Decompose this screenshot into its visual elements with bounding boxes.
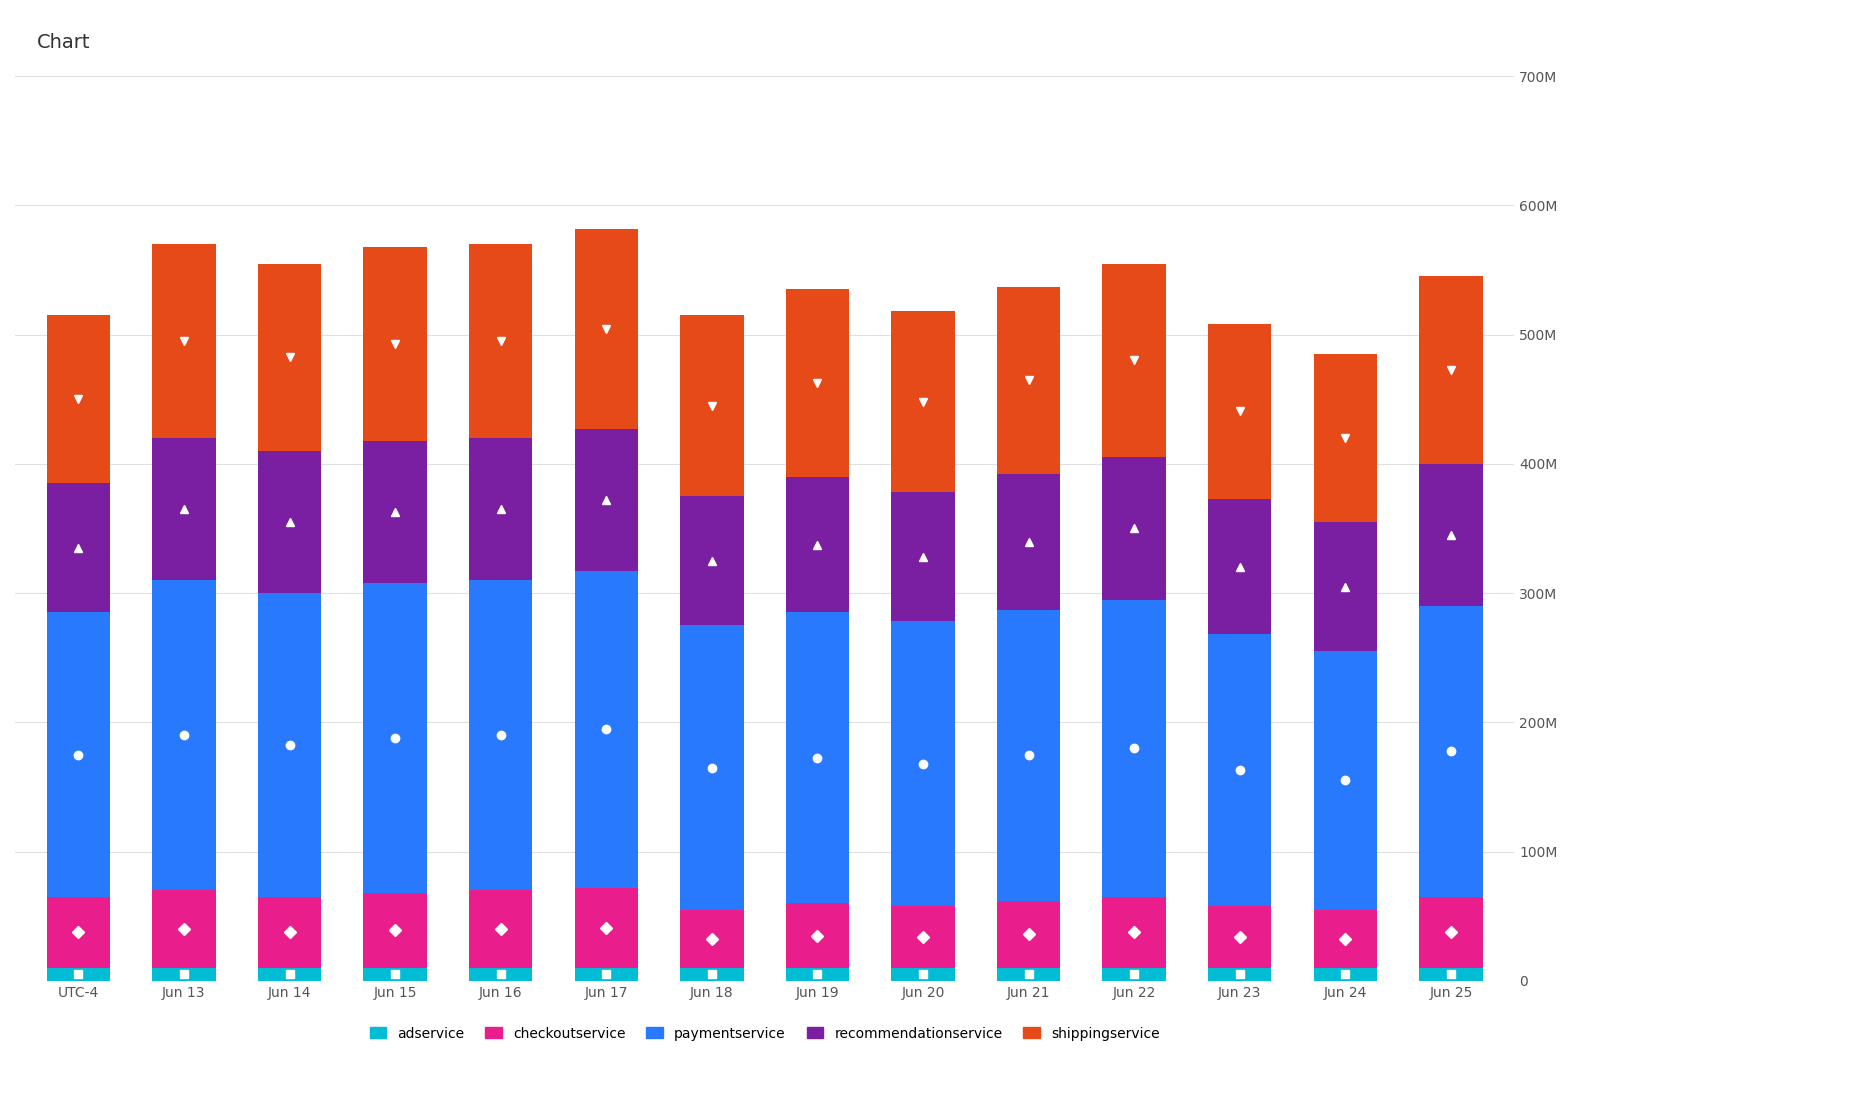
Bar: [997, 287, 1060, 474]
Bar: [681, 315, 744, 496]
Bar: [997, 474, 1060, 610]
Bar: [1419, 897, 1482, 968]
Bar: [1208, 968, 1271, 981]
Bar: [46, 897, 109, 968]
Bar: [1208, 324, 1271, 499]
Bar: [1314, 968, 1376, 981]
Bar: [470, 890, 533, 968]
Bar: [152, 968, 216, 981]
Bar: [46, 968, 109, 981]
Bar: [1419, 276, 1482, 464]
Bar: [363, 441, 427, 583]
Bar: [1103, 264, 1166, 457]
Bar: [575, 429, 638, 571]
Bar: [363, 893, 427, 968]
Bar: [997, 900, 1060, 968]
Bar: [257, 264, 322, 451]
Bar: [892, 906, 955, 968]
Bar: [152, 244, 216, 439]
Bar: [152, 580, 216, 890]
Bar: [892, 621, 955, 906]
Bar: [363, 247, 427, 441]
Bar: [681, 626, 744, 909]
Bar: [681, 909, 744, 968]
Bar: [1208, 906, 1271, 968]
Bar: [1103, 968, 1166, 981]
Bar: [1419, 605, 1482, 897]
Bar: [46, 483, 109, 612]
Bar: [786, 612, 849, 903]
Bar: [575, 571, 638, 888]
Bar: [257, 897, 322, 968]
Bar: [1103, 897, 1166, 968]
Bar: [575, 968, 638, 981]
Bar: [470, 244, 533, 439]
Bar: [257, 593, 322, 897]
Bar: [1314, 522, 1376, 651]
Bar: [257, 968, 322, 981]
Bar: [1314, 651, 1376, 909]
Bar: [1208, 499, 1271, 634]
Bar: [257, 451, 322, 593]
Bar: [363, 583, 427, 893]
Bar: [681, 968, 744, 981]
Bar: [1314, 354, 1376, 522]
Text: Chart: Chart: [37, 33, 91, 52]
Bar: [470, 439, 533, 580]
Bar: [152, 439, 216, 580]
Bar: [575, 888, 638, 968]
Bar: [892, 312, 955, 492]
Legend: adservice, checkoutservice, paymentservice, recommendationservice, shippingservi: adservice, checkoutservice, paymentservi…: [364, 1021, 1166, 1046]
Bar: [1314, 909, 1376, 968]
Bar: [470, 968, 533, 981]
Bar: [363, 968, 427, 981]
Bar: [997, 610, 1060, 900]
Bar: [681, 496, 744, 626]
Bar: [892, 492, 955, 621]
Bar: [786, 289, 849, 476]
Bar: [786, 476, 849, 612]
Bar: [997, 968, 1060, 981]
Bar: [152, 890, 216, 968]
Bar: [1208, 634, 1271, 906]
Bar: [786, 903, 849, 968]
Bar: [1419, 968, 1482, 981]
Bar: [786, 968, 849, 981]
Bar: [1419, 464, 1482, 605]
Bar: [46, 315, 109, 483]
Bar: [46, 612, 109, 897]
Bar: [575, 228, 638, 429]
Bar: [892, 968, 955, 981]
Bar: [1103, 600, 1166, 897]
Bar: [1103, 457, 1166, 600]
Bar: [470, 580, 533, 890]
